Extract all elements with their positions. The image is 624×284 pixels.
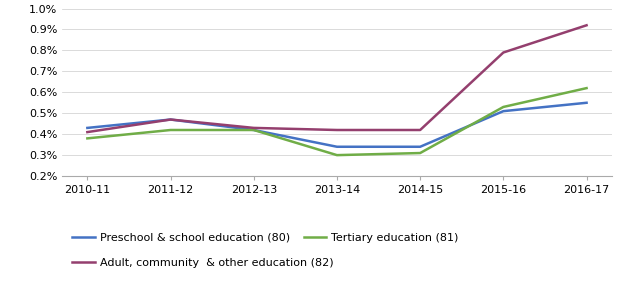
Preschool & school education (80) xyxy=(583,101,590,105)
Line: Adult, community  & other education (82): Adult, community & other education (82) xyxy=(87,25,587,132)
Tertiary education (81) xyxy=(500,105,507,109)
Tertiary education (81) xyxy=(416,151,424,155)
Adult, community  & other education (82) xyxy=(416,128,424,132)
Adult, community  & other education (82) xyxy=(167,118,174,121)
Adult, community  & other education (82) xyxy=(333,128,341,132)
Preschool & school education (80) xyxy=(167,118,174,121)
Preschool & school education (80) xyxy=(500,109,507,113)
Adult, community  & other education (82) xyxy=(84,130,91,134)
Tertiary education (81) xyxy=(167,128,174,132)
Legend: Adult, community  & other education (82): Adult, community & other education (82) xyxy=(68,254,338,273)
Preschool & school education (80) xyxy=(416,145,424,149)
Tertiary education (81) xyxy=(250,128,258,132)
Preschool & school education (80) xyxy=(333,145,341,149)
Line: Preschool & school education (80): Preschool & school education (80) xyxy=(87,103,587,147)
Preschool & school education (80) xyxy=(250,128,258,132)
Adult, community  & other education (82) xyxy=(250,126,258,130)
Preschool & school education (80) xyxy=(84,126,91,130)
Adult, community  & other education (82) xyxy=(583,24,590,27)
Tertiary education (81) xyxy=(333,153,341,157)
Adult, community  & other education (82) xyxy=(500,51,507,54)
Tertiary education (81) xyxy=(84,137,91,140)
Tertiary education (81) xyxy=(583,86,590,90)
Line: Tertiary education (81): Tertiary education (81) xyxy=(87,88,587,155)
